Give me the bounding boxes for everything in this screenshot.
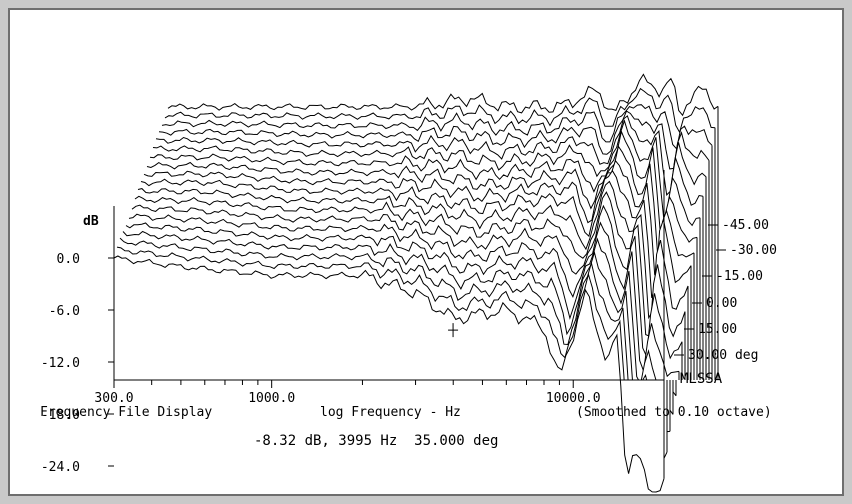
- brand-label: MLSSA: [680, 371, 723, 387]
- angle-trace: [149, 129, 701, 239]
- chart-frame: 0.0 -6.0 -12.0 -18.0 -24.0 300.0 1000.0 10000.0…: [8, 8, 844, 496]
- angle-trace: [131, 204, 683, 360]
- angle-trace: [113, 255, 665, 493]
- angle-trace: [167, 73, 719, 117]
- y-tick-label: -24.0: [41, 460, 80, 475]
- depth-label: -15.00: [716, 269, 763, 284]
- angle-trace: [161, 104, 713, 150]
- angle-trace: [140, 169, 692, 298]
- angle-trace: [116, 246, 668, 471]
- angle-trace: [158, 110, 710, 170]
- depth-label: -30.00: [730, 243, 777, 258]
- cursor-readout: -8.32 dB, 3995 Hz 35.000 deg: [254, 433, 499, 449]
- depth-label: 30.00 deg: [688, 348, 758, 363]
- angle-trace: [128, 213, 680, 378]
- depth-label: 0.00: [706, 296, 737, 311]
- footer-left: Frequency File Display: [40, 405, 213, 420]
- y-tick-label: -18.0: [41, 408, 80, 423]
- angle-trace: [125, 222, 677, 397]
- angle-trace: [164, 87, 716, 134]
- y-axis-label: dB: [83, 214, 99, 229]
- angle-trace: [143, 159, 695, 275]
- x-tick-label: 300.0: [94, 391, 133, 406]
- trace-mask: [114, 255, 664, 493]
- angle-trace: [119, 237, 671, 446]
- x-tick-label: 1000.0: [248, 391, 295, 406]
- x-tick-label: 10000.0: [546, 391, 601, 406]
- angle-trace: [134, 191, 686, 338]
- angle-trace: [122, 230, 674, 419]
- depth-label: -45.00: [722, 218, 769, 233]
- angle-trace: [146, 145, 698, 257]
- angle-trace: [137, 180, 689, 320]
- x-axis-label: log Frequency - Hz: [320, 405, 461, 420]
- y-tick-label: 0.0: [57, 252, 80, 267]
- waterfall-plot: 0.0 -6.0 -12.0 -18.0 -24.0 300.0 1000.0 10000.0…: [41, 73, 777, 493]
- angle-trace: [152, 119, 704, 220]
- y-tick-label: -6.0: [49, 304, 80, 319]
- depth-label: 15.00: [698, 322, 737, 337]
- smoothing-note: (Smoothed to 0.10 octave): [576, 405, 772, 420]
- angle-trace: [155, 115, 707, 196]
- y-tick-label: -12.0: [41, 356, 80, 371]
